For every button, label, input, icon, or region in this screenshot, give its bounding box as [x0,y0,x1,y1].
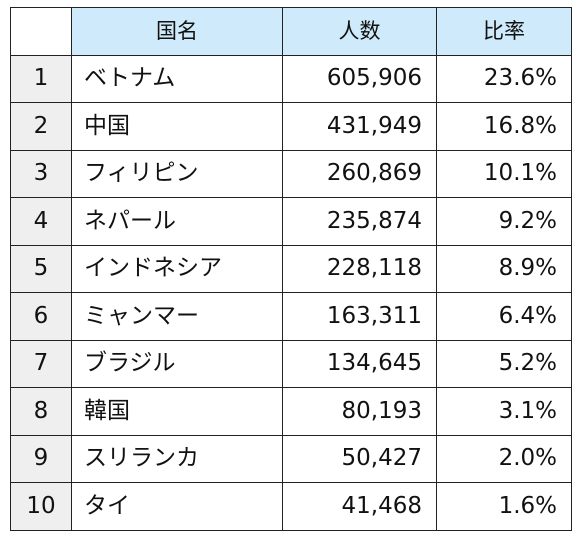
ratio-cell: 23.6% [436,54,572,103]
table-row: 3 フィリピン 260,869 10.1% [10,149,572,198]
country-cell: ベトナム [71,54,283,103]
count-cell: 228,118 [282,244,437,293]
table-row: 8 韓国 80,193 3.1% [10,387,572,436]
table-row: 7 ブラジル 134,645 5.2% [10,339,572,388]
country-cell: ネパール [71,197,283,246]
country-cell: スリランカ [71,434,283,483]
header-row: 国名 人数 比率 [10,7,572,56]
rank-cell: 7 [10,339,72,388]
ratio-cell: 6.4% [436,292,572,341]
table-row: 6 ミャンマー 163,311 6.4% [10,292,572,341]
count-cell: 41,468 [282,482,437,531]
ratio-cell: 3.1% [436,387,572,436]
ratio-cell: 10.1% [436,149,572,198]
count-cell: 235,874 [282,197,437,246]
rank-cell: 8 [10,387,72,436]
count-cell: 260,869 [282,149,437,198]
ratio-cell: 2.0% [436,434,572,483]
header-count: 人数 [282,7,437,56]
foreign-residents-table: 国名 人数 比率 1 ベトナム 605,906 23.6% 2 中国 431,9… [10,7,572,531]
rank-cell: 2 [10,102,72,151]
country-cell: インドネシア [71,244,283,293]
count-cell: 431,949 [282,102,437,151]
country-cell: フィリピン [71,149,283,198]
header-ratio: 比率 [436,7,572,56]
country-cell: 中国 [71,102,283,151]
table-row: 2 中国 431,949 16.8% [10,102,572,151]
country-cell: 韓国 [71,387,283,436]
ratio-cell: 9.2% [436,197,572,246]
count-cell: 163,311 [282,292,437,341]
count-cell: 80,193 [282,387,437,436]
rank-cell: 9 [10,434,72,483]
header-country: 国名 [71,7,283,56]
rank-cell: 4 [10,197,72,246]
country-cell: ブラジル [71,339,283,388]
count-cell: 50,427 [282,434,437,483]
ratio-cell: 5.2% [436,339,572,388]
table-row: 4 ネパール 235,874 9.2% [10,197,572,246]
rank-cell: 5 [10,244,72,293]
country-cell: ミャンマー [71,292,283,341]
ratio-cell: 16.8% [436,102,572,151]
header-rank [10,7,72,56]
ratio-cell: 8.9% [436,244,572,293]
count-cell: 134,645 [282,339,437,388]
rank-cell: 10 [10,482,72,531]
table-row: 1 ベトナム 605,906 23.6% [10,54,572,103]
rank-cell: 3 [10,149,72,198]
table-container: 国名 人数 比率 1 ベトナム 605,906 23.6% 2 中国 431,9… [10,7,572,531]
ratio-cell: 1.6% [436,482,572,531]
country-cell: タイ [71,482,283,531]
table-row: 10 タイ 41,468 1.6% [10,482,572,531]
rank-cell: 1 [10,54,72,103]
count-cell: 605,906 [282,54,437,103]
rank-cell: 6 [10,292,72,341]
table-row: 9 スリランカ 50,427 2.0% [10,434,572,483]
table-row: 5 インドネシア 228,118 8.9% [10,244,572,293]
